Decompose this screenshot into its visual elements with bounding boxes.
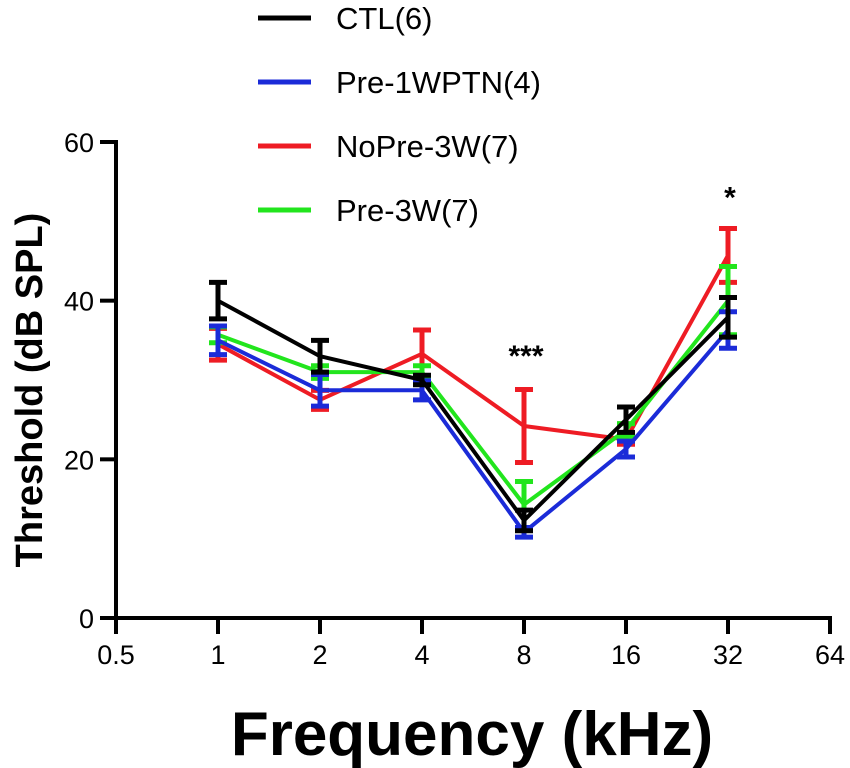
x-axis-title: Frequency (kHz) (231, 700, 713, 768)
series-pre-1wptn-4- (209, 309, 737, 540)
axes: 0 20 40 60 0.5 1 2 4 8 16 32 64 (64, 128, 845, 670)
legend-label: NoPre-3W(7) (336, 129, 519, 164)
series-ctl-6- (209, 279, 737, 534)
series-line (217, 254, 730, 442)
series-pre-3w-7- (209, 264, 737, 531)
error-bar (719, 294, 737, 340)
series-nopre-3w-7- (209, 225, 737, 466)
error-bar (515, 507, 533, 534)
error-bar (515, 387, 533, 466)
series-line (217, 299, 730, 507)
y-tick-label: 60 (64, 128, 94, 158)
error-bar (209, 323, 227, 358)
legend-label: CTL(6) (336, 1, 432, 36)
legend: CTL(6) Pre-1WPTN(4) NoPre-3W(7) Pre-3W(7) (258, 1, 541, 228)
legend-label: Pre-1WPTN(4) (336, 65, 541, 100)
error-bar (617, 404, 635, 435)
legend-item: CTL(6) (258, 1, 432, 36)
error-bar (617, 438, 635, 460)
significance-marker: * (724, 182, 736, 215)
error-bar (311, 337, 329, 375)
legend-label: Pre-3W(7) (336, 193, 479, 228)
legend-item: NoPre-3W(7) (258, 129, 519, 164)
x-tick-label: 4 (414, 640, 429, 670)
x-tick-label: 64 (815, 640, 845, 670)
annotations: **** (508, 182, 736, 374)
x-tick-label: 32 (713, 640, 743, 670)
series-line (217, 328, 730, 535)
series-layer (209, 225, 737, 540)
x-tick-label: 16 (611, 640, 641, 670)
y-tick-label: 0 (79, 604, 94, 634)
x-tick-label: 2 (312, 640, 327, 670)
y-axis-title: Threshold (dB SPL) (9, 213, 51, 568)
y-tick-label: 40 (64, 287, 94, 317)
error-bar (209, 279, 227, 322)
error-bar (413, 372, 431, 388)
x-tick-label: 0.5 (97, 640, 135, 670)
y-tick-label: 20 (64, 445, 94, 475)
x-tick-label: 8 (516, 640, 531, 670)
series-line (217, 298, 730, 523)
legend-item: Pre-3W(7) (258, 193, 479, 228)
legend-item: Pre-1WPTN(4) (258, 65, 541, 100)
significance-marker: *** (508, 340, 543, 373)
x-tick-label: 1 (210, 640, 225, 670)
